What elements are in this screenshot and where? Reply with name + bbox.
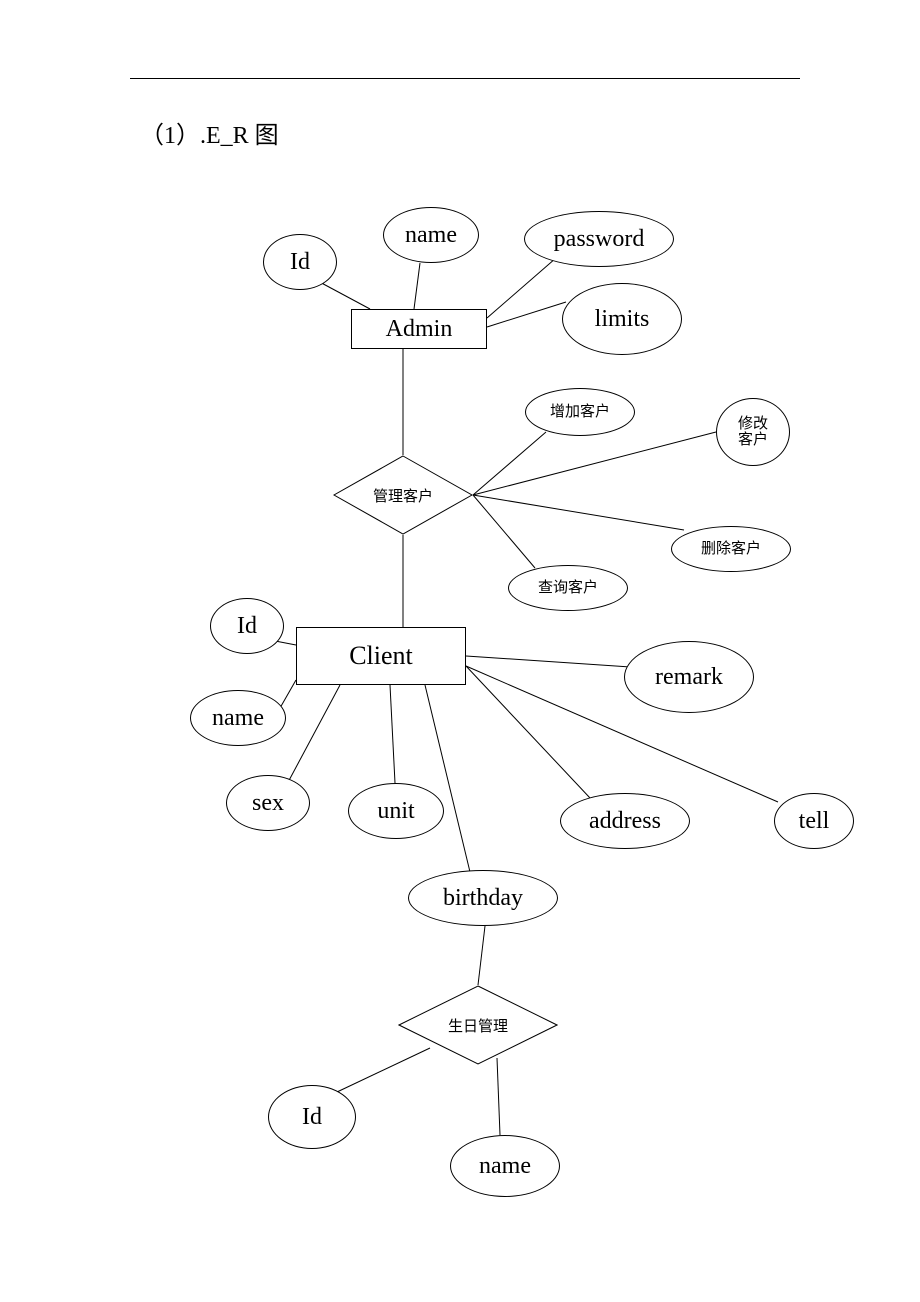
attribute-b_id: Id [268,1085,356,1149]
attribute-m_add: 增加客户 [525,388,635,436]
attribute-c_addr: address [560,793,690,849]
relationship-label-rel_manage: 管理客户 [333,455,473,535]
entity-client: Client [296,627,466,685]
relationship-rel_manage [333,455,473,535]
attribute-c_name: name [190,690,286,746]
attribute-b_name: name [450,1135,560,1197]
attribute-c_id: Id [210,598,284,654]
attribute-c_sex: sex [226,775,310,831]
attribute-a_limits: limits [562,283,682,355]
attribute-a_id: Id [263,234,337,290]
er-diagram-page: （1）.E_R 图 AdminIdnamepasswordlimits管理客户增… [0,0,920,1302]
page-title: （1）.E_R 图 [140,115,279,150]
attribute-a_name: name [383,207,479,263]
relationship-label-rel_bday: 生日管理 [398,985,558,1065]
attribute-m_del: 删除客户 [671,526,791,572]
attribute-c_remark: remark [624,641,754,713]
attribute-c_unit: unit [348,783,444,839]
attribute-m_qry: 查询客户 [508,565,628,611]
entity-admin: Admin [351,309,487,349]
header-rule [130,78,800,79]
relationship-rel_bday [398,985,558,1065]
attribute-a_pass: password [524,211,674,267]
attribute-c_tell: tell [774,793,854,849]
attribute-m_mod: 修改 客户 [716,398,790,466]
attribute-c_birth: birthday [408,870,558,926]
